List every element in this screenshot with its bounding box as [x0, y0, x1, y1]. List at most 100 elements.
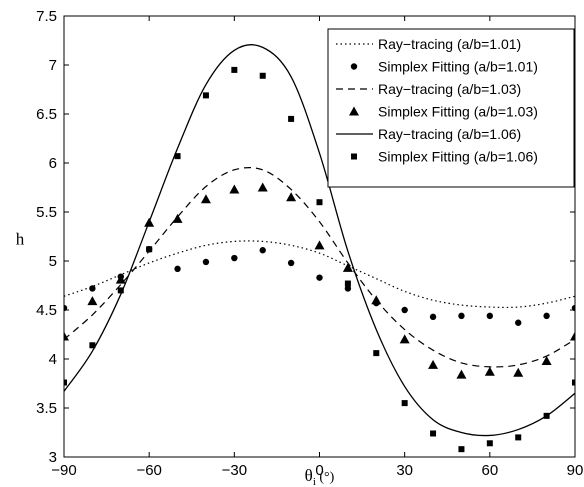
data-point [89, 342, 96, 349]
data-point [484, 366, 495, 376]
series-layer [64, 44, 575, 453]
x-tick-label: 30 [396, 462, 413, 479]
data-point [344, 285, 352, 292]
series-line [64, 166, 575, 368]
legend-entry: Ray−tracing (a/b=1.01) [336, 36, 521, 52]
data-point [286, 192, 297, 202]
data-point [342, 262, 353, 272]
data-point [146, 246, 153, 253]
data-point [117, 287, 124, 294]
data-point [259, 72, 266, 79]
data-point [401, 400, 408, 407]
legend-entry: Ray−tracing (a/b=1.06) [336, 126, 521, 142]
data-point [515, 319, 522, 326]
series-3 [64, 166, 575, 368]
x-axis-label: θi (°) [305, 466, 335, 487]
y-tick-label: 3 [49, 449, 57, 466]
series-line [64, 44, 575, 437]
y-tick-label: 5 [49, 253, 57, 270]
data-point [314, 240, 325, 250]
data-point [371, 295, 382, 305]
data-point [316, 199, 323, 206]
data-point [202, 92, 209, 99]
data-point [287, 259, 295, 267]
data-point [541, 355, 552, 365]
legend-box [327, 28, 575, 188]
y-tick-label: 6 [49, 155, 57, 172]
series-1 [64, 240, 575, 309]
data-point [486, 440, 493, 447]
legend: Ray−tracing (a/b=1.01) Simplex Fitting (a… [327, 28, 575, 188]
data-point [515, 434, 522, 441]
series-5 [64, 44, 575, 437]
legend-label: Ray−tracing (a/b=1.06) [378, 126, 521, 142]
data-point [570, 331, 575, 341]
legend-marker [349, 106, 359, 116]
data-point [373, 350, 380, 357]
data-point [513, 367, 524, 377]
data-point [115, 274, 126, 284]
y-tick-label: 7 [49, 57, 57, 74]
data-point [458, 446, 465, 453]
x-tick-label: 90 [567, 462, 584, 479]
legend-entry: Simplex Fitting (a/b=1.01) [350, 59, 538, 75]
data-point [429, 313, 437, 321]
x-tick-label: 60 [481, 462, 498, 479]
data-point [200, 194, 211, 204]
data-point [430, 430, 437, 437]
data-point [456, 369, 467, 379]
series-2 [64, 246, 575, 326]
series-line [64, 240, 575, 309]
data-point [428, 359, 439, 369]
series-6 [64, 66, 575, 453]
data-point [458, 312, 465, 320]
legend-marker [351, 153, 357, 160]
y-tick-label: 3.5 [36, 400, 57, 417]
legend-marker [350, 63, 358, 70]
data-point [172, 213, 183, 223]
x-tick-label: −30 [222, 462, 247, 479]
legend-label: Simplex Fitting (a/b=1.06) [378, 149, 538, 165]
x-tick-label: 0 [315, 462, 323, 479]
data-point [316, 274, 323, 281]
ticks-layer: −90 −60 −30 0 30 60 90 3 3.5 4 4.5 5 5.5 6 6.5 7 7.5 [36, 8, 583, 479]
data-point [259, 247, 266, 254]
data-point [344, 280, 351, 287]
data-point [231, 254, 238, 262]
series-4 [64, 182, 575, 379]
data-point [174, 153, 181, 160]
data-point [543, 312, 550, 320]
y-tick-label: 6.5 [36, 106, 57, 123]
data-point [229, 184, 240, 194]
legend-label: Ray−tracing (a/b=1.01) [378, 36, 521, 52]
legend-entry: Ray−tracing (a/b=1.03) [336, 81, 521, 97]
data-point [486, 312, 494, 320]
y-tick-label: 5.5 [36, 204, 57, 221]
data-point [543, 412, 550, 419]
y-axis-label: h [16, 230, 25, 249]
x-tick-label: −60 [136, 462, 161, 479]
y-tick-label: 7.5 [36, 8, 57, 25]
data-point [288, 115, 295, 122]
data-point [231, 66, 238, 73]
legend-entry: Simplex Fitting (a/b=1.03) [349, 104, 538, 120]
data-point [64, 331, 69, 341]
data-point [257, 182, 268, 192]
legend-label: Simplex Fitting (a/b=1.03) [378, 104, 538, 120]
legend-label: Ray−tracing (a/b=1.03) [378, 81, 521, 97]
data-point [399, 334, 410, 344]
x-tick-label: −90 [51, 462, 76, 479]
legend-entry: Simplex Fitting (a/b=1.06) [351, 149, 538, 165]
data-point [572, 379, 575, 386]
legend-label: Simplex Fitting (a/b=1.01) [378, 59, 538, 75]
data-point [401, 306, 408, 314]
data-point [64, 379, 67, 386]
data-point [174, 265, 181, 273]
y-tick-label: 4 [49, 351, 57, 368]
data-point [89, 285, 96, 292]
y-tick-label: 4.5 [36, 302, 57, 319]
data-point [87, 296, 98, 306]
data-point [202, 258, 210, 266]
